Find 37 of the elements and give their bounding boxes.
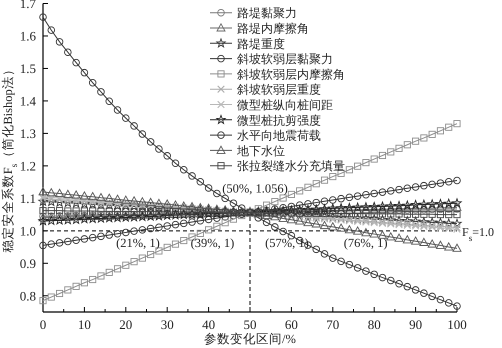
x-tick-label: 0: [40, 317, 46, 332]
x-tick-label: 40: [202, 317, 216, 332]
x-tick-label: 10: [78, 317, 91, 332]
x-tick-label: 100: [447, 317, 467, 332]
annotation: (21%, 1): [116, 236, 160, 250]
legend-label: 微型桩纵向桩间距: [237, 98, 333, 112]
x-tick-label: 90: [409, 317, 422, 332]
y-tick-label: 1.4: [20, 93, 36, 108]
legend-label: 斜坡软弱层内摩擦角: [237, 67, 345, 82]
annotation: (50%, 1.056): [222, 182, 288, 196]
annotation: (39%, 1): [190, 236, 234, 250]
y-tick-label: 1.2: [20, 158, 36, 174]
x-tick-label: 30: [160, 317, 174, 332]
x-tick-label: 80: [368, 317, 381, 332]
legend-label: 路堤黏聚力: [237, 6, 297, 20]
legend-label: 地下水位: [236, 144, 285, 158]
x-tick-label: 50: [244, 317, 256, 332]
y-tick-label: 0.8: [20, 288, 36, 304]
legend-label: 微型桩抗剪强度: [237, 113, 321, 128]
legend-label: 路堤重度: [237, 36, 285, 51]
y-tick-label: 1.0: [20, 223, 36, 238]
y-tick-label: 1.6: [20, 28, 36, 44]
ref-line-label: F$_{s}$=1.0: [462, 224, 494, 243]
x-tick-label: 20: [119, 317, 132, 332]
y-tick-label: 0.9: [20, 256, 36, 271]
x-tick-label: 70: [326, 317, 340, 332]
y-tick-label: 1.5: [20, 60, 36, 76]
x-axis-title: 参数变化区间/%: [204, 332, 296, 346]
y-tick-label: 1.1: [20, 190, 36, 206]
y-tick-label: 1.3: [20, 126, 36, 141]
legend-label: 路堤内摩擦角: [237, 22, 309, 36]
annotation: (76%, 1): [344, 236, 388, 250]
x-tick-label: 60: [284, 317, 298, 332]
legend-label: 斜坡软弱层重度: [237, 82, 321, 97]
legend-label: 张拉裂缝水分充填量: [237, 159, 345, 174]
legend-label: 斜坡软弱层黏聚力: [237, 52, 333, 66]
legend-label: 水平向地震荷载: [237, 128, 321, 143]
